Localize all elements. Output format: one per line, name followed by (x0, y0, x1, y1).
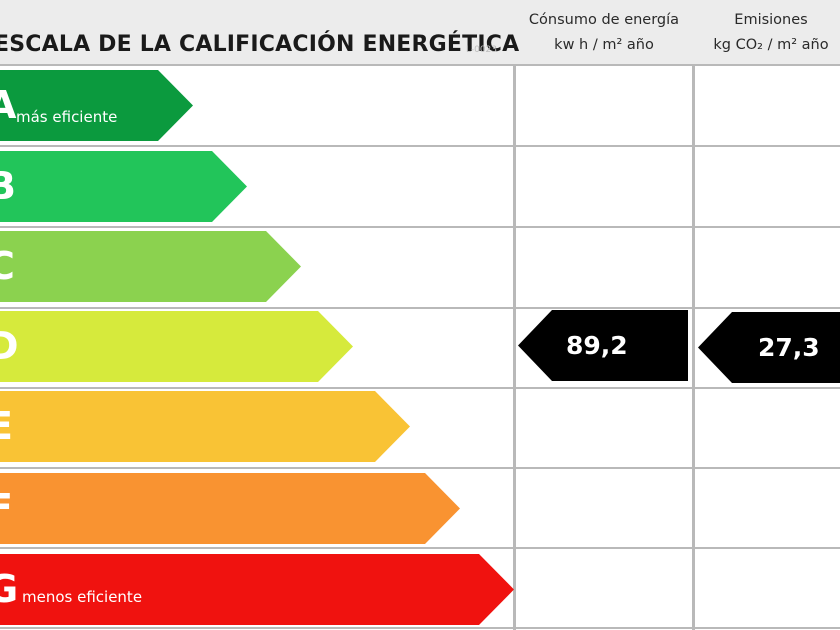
rating-arrow-f: F (0, 473, 460, 544)
energy-value-marker-fill (518, 310, 688, 381)
rating-arrow-g-shape (0, 554, 514, 625)
emissions-value-marker-fill (698, 312, 840, 383)
energy-header-line1: Cónsumo de energía (528, 12, 680, 28)
rating-arrow-a: A más eficiente (0, 70, 193, 141)
emissions-header-line2: kg CO₂ / m² año (713, 37, 829, 53)
rating-arrow-d: D (0, 311, 353, 382)
grid-line-h7 (0, 627, 840, 629)
scale-code: L-0023 (466, 45, 498, 55)
emissions-value-marker: 27,3 (698, 312, 840, 383)
grid-line-h2 (0, 226, 840, 228)
rating-arrow-d-fill (0, 311, 353, 382)
rating-arrow-a-shape (0, 70, 193, 141)
rating-arrow-c: C (0, 231, 301, 302)
rating-arrow-f-shape (0, 473, 460, 544)
rating-arrow-d-shape (0, 311, 353, 382)
grid-line-h4 (0, 387, 840, 389)
rating-arrow-g: G menos eficiente (0, 554, 514, 625)
emissions-value-marker-shape (698, 312, 840, 383)
rating-letter-d: D (0, 324, 19, 368)
scale-title: ESCALA DE LA CALIFICACIÓN ENERGÉTICA (0, 32, 520, 57)
rating-arrow-c-shape (0, 231, 301, 302)
energy-column-header: Cónsumo de energía kw h / m² año (514, 8, 694, 58)
grid-line-h5 (0, 467, 840, 469)
energy-header-line2: kw h / m² año (554, 37, 654, 53)
rating-note-a: más eficiente (16, 108, 118, 126)
energy-value: 89,2 (566, 331, 628, 360)
rating-arrow-e-shape (0, 391, 410, 462)
rating-arrow-g-fill (0, 554, 514, 625)
grid-line-h3 (0, 307, 840, 309)
grid-line-h0 (0, 64, 840, 66)
emissions-value: 27,3 (758, 333, 820, 362)
rating-arrow-b: B (0, 151, 247, 222)
energy-value-marker: 89,2 (518, 310, 688, 381)
rating-letter-f: F (0, 483, 13, 533)
grid-line-h6 (0, 547, 840, 549)
rating-letter-g: G (0, 567, 19, 611)
rating-arrow-e: E (0, 391, 410, 462)
rating-arrow-e-fill (0, 391, 410, 462)
rating-arrow-c-fill (0, 231, 301, 302)
rating-arrow-f-fill (0, 473, 460, 544)
rating-letter-a: A (0, 83, 17, 127)
rating-letter-e: E (0, 401, 13, 451)
rating-arrow-a-fill (0, 70, 193, 141)
energy-value-marker-shape (518, 310, 688, 381)
emissions-header-line1: Emisiones (734, 12, 808, 28)
rating-letter-c: C (0, 244, 15, 288)
header-band (0, 0, 840, 66)
grid-line-v1 (513, 66, 516, 630)
rating-letter-b: B (0, 164, 16, 208)
rating-arrow-b-fill (0, 151, 247, 222)
grid-line-h1 (0, 145, 840, 147)
rating-arrow-b-shape (0, 151, 247, 222)
emissions-column-header: Emisiones kg CO₂ / m² año (696, 8, 840, 58)
rating-note-g: menos eficiente (22, 588, 143, 606)
grid-line-v2 (692, 66, 695, 630)
